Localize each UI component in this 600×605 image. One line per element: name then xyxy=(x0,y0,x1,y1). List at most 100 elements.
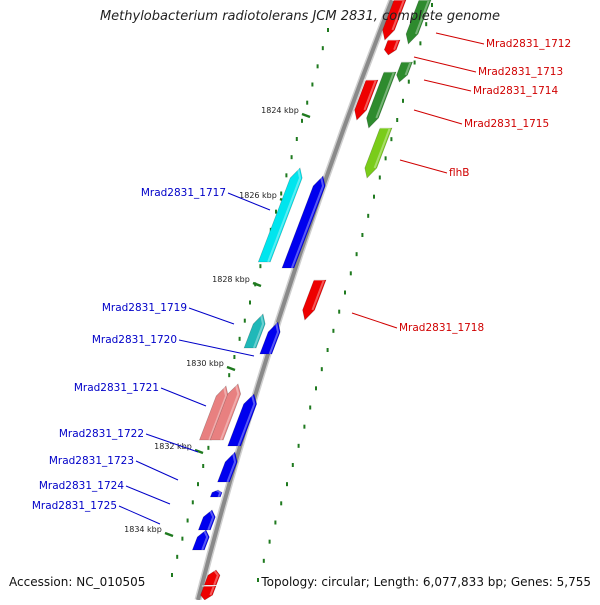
scale-label: 1832 kbp xyxy=(154,442,192,451)
tick-dot xyxy=(355,252,358,257)
right-tick-row xyxy=(257,3,433,582)
tick-dot xyxy=(315,386,317,391)
gene-flhb[interactable] xyxy=(364,127,393,179)
gene-leader-line xyxy=(227,192,271,211)
tick-dot xyxy=(373,194,375,199)
tick-dot xyxy=(425,22,428,27)
gene-arrow-highlight xyxy=(208,385,228,441)
map-title: Methylobacterium radiotolerans JCM 2831,… xyxy=(99,9,501,24)
tick-dot xyxy=(207,445,210,450)
gene-leader-line xyxy=(178,339,255,357)
gene-arrow-highlight xyxy=(399,61,412,76)
gene-leader-line xyxy=(435,32,485,45)
gene-mrad2831_1723[interactable] xyxy=(217,451,238,483)
scale-tick xyxy=(301,112,311,119)
gene-mrad2831_1713[interactable] xyxy=(396,61,413,83)
gene-label-mrad2831_1723[interactable]: Mrad2831_1723 xyxy=(49,455,134,467)
gene-label-mrad2831_1713[interactable]: Mrad2831_1713 xyxy=(478,66,563,78)
tick-dot xyxy=(280,501,283,506)
tick-dot xyxy=(295,137,298,141)
gene-arrow-body xyxy=(382,0,407,41)
gene-arrow-body xyxy=(257,167,303,263)
tick-dot xyxy=(344,290,346,295)
gene-arrow-highlight xyxy=(414,0,430,35)
tick-dot xyxy=(384,156,387,161)
gene-leader-line xyxy=(399,159,448,174)
tick-dot xyxy=(338,309,341,314)
tick-dot xyxy=(349,271,352,276)
gene-arrow-body xyxy=(364,127,393,179)
gene-leader-line xyxy=(413,56,477,73)
gene-mrad2831_1725[interactable] xyxy=(197,509,216,531)
gene-arrow-highlight xyxy=(267,167,302,263)
gene-mrad2831_1717[interactable] xyxy=(257,167,303,263)
gene-arrow-highlight xyxy=(226,451,237,483)
gene-mrad2831_1712[interactable] xyxy=(383,39,401,56)
gene-arrow-body xyxy=(200,585,217,601)
gene-arrow-body xyxy=(217,451,238,483)
tick-dot xyxy=(320,367,323,372)
gene-arrow-highlight xyxy=(375,71,396,119)
tick-dot xyxy=(402,98,404,103)
gene-label-mrad2831_1720[interactable]: Mrad2831_1720 xyxy=(92,334,177,346)
gene-mrad2831_1719[interactable] xyxy=(243,313,266,349)
gene-leader-line xyxy=(423,79,472,92)
gene-mrad2831_1714[interactable] xyxy=(366,71,397,129)
tick-dot xyxy=(290,155,293,160)
topology-text: Topology: circular; Length: 6,077,833 bp… xyxy=(261,575,591,589)
gene-mrad2831_1715[interactable] xyxy=(354,79,379,121)
gene-unlabeled-bottom-red-2 xyxy=(200,585,217,601)
tick-dot xyxy=(249,300,251,305)
scale-tick xyxy=(164,531,174,538)
tick-dot xyxy=(309,405,312,410)
tick-dot xyxy=(191,500,194,505)
tick-dot xyxy=(197,482,199,487)
gene-label-flhb[interactable]: flhB xyxy=(449,167,469,179)
gene-unlabeled-top-red xyxy=(382,0,407,41)
gene-label-mrad2831_1714[interactable]: Mrad2831_1714 xyxy=(473,85,558,97)
gene-label-mrad2831_1722[interactable]: Mrad2831_1722 xyxy=(59,428,144,440)
tick-dot xyxy=(297,443,300,448)
gene-leader-line xyxy=(351,312,398,329)
tick-dot xyxy=(262,558,265,563)
tick-dot xyxy=(311,82,314,87)
tick-dot xyxy=(316,64,319,69)
gene-label-mrad2831_1725[interactable]: Mrad2831_1725 xyxy=(32,500,117,512)
gene-label-mrad2831_1715[interactable]: Mrad2831_1715 xyxy=(464,118,549,130)
tick-dot xyxy=(301,118,303,123)
gene-label-mrad2831_1721[interactable]: Mrad2831_1721 xyxy=(74,382,159,394)
gene-arrow-highlight xyxy=(201,529,209,551)
gene-mrad2831_1720[interactable] xyxy=(259,321,281,355)
gene-arrow-highlight xyxy=(237,393,256,447)
tick-dot xyxy=(419,41,422,46)
gene-arrow-body xyxy=(354,79,379,121)
tick-dot xyxy=(332,328,335,333)
gene-arrow-highlight xyxy=(373,127,392,169)
tick-dot xyxy=(413,60,416,65)
gene-label-mrad2831_1724[interactable]: Mrad2831_1724 xyxy=(39,480,124,492)
gene-mrad2831_1718[interactable] xyxy=(302,279,327,321)
gene-mrad2831_1722[interactable] xyxy=(227,393,258,447)
tick-dot xyxy=(238,336,241,341)
gene-arrow-highlight xyxy=(268,321,280,355)
gene-label-mrad2831_1712[interactable]: Mrad2831_1712 xyxy=(486,38,571,50)
tick-dot xyxy=(303,424,306,429)
gene-label-mrad2831_1717[interactable]: Mrad2831_1717 xyxy=(141,187,226,199)
gene-leader-line xyxy=(188,307,235,325)
gene-arrow-body xyxy=(396,61,413,83)
gene-arrow-body xyxy=(281,175,326,269)
gene-leader-line xyxy=(118,505,161,525)
scale-label: 1830 kbp xyxy=(186,359,224,368)
scale-tick xyxy=(194,448,204,455)
gene-arrow-highlight xyxy=(290,175,325,269)
gene-label-mrad2831_1719[interactable]: Mrad2831_1719 xyxy=(102,302,187,314)
gene-mrad2831_1724[interactable] xyxy=(209,489,223,498)
tick-dot xyxy=(186,518,189,523)
tick-dot xyxy=(181,536,184,541)
tick-dot xyxy=(407,79,410,84)
gene-segment-1717-blue xyxy=(281,175,326,269)
gene-label-mrad2831_1718[interactable]: Mrad2831_1718 xyxy=(399,322,484,334)
gene-arrow-body xyxy=(191,529,210,551)
gene-mrad2831_1721[interactable] xyxy=(209,383,242,441)
